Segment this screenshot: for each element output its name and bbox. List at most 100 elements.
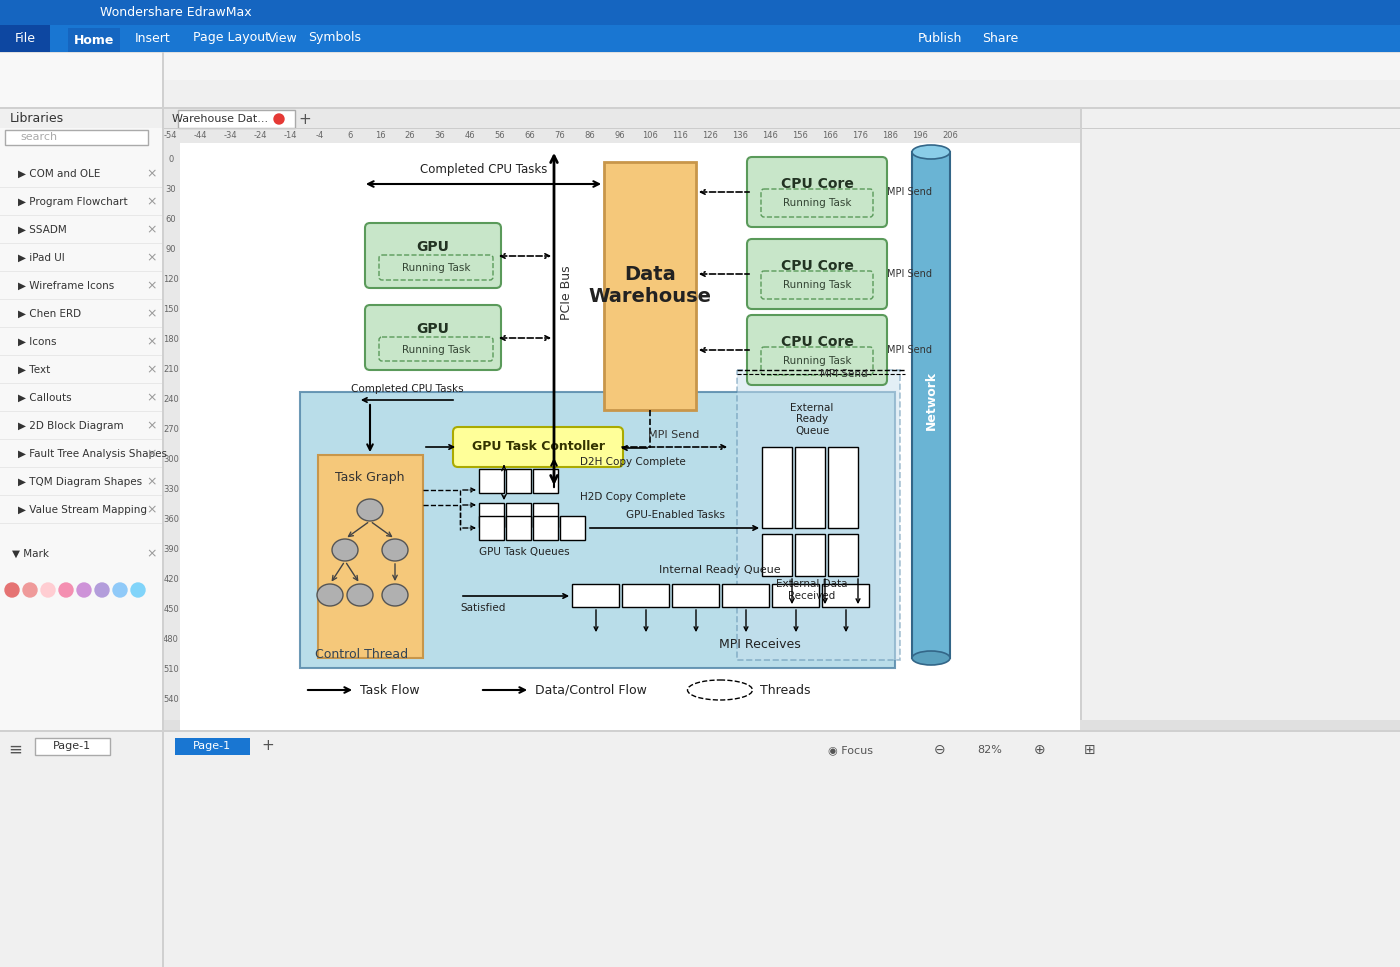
Text: CPU Core: CPU Core <box>781 335 854 349</box>
Bar <box>736 370 900 660</box>
Bar <box>0 52 1400 53</box>
Bar <box>0 730 1400 732</box>
Bar <box>0 215 162 216</box>
Text: GPU: GPU <box>417 322 449 336</box>
Text: 150: 150 <box>164 306 179 314</box>
Bar <box>762 447 792 528</box>
Text: Insert: Insert <box>134 32 171 44</box>
Text: Task Flow: Task Flow <box>360 684 420 696</box>
Bar <box>0 356 162 383</box>
Text: 330: 330 <box>162 485 179 494</box>
Bar <box>0 440 162 467</box>
Text: 450: 450 <box>164 605 179 614</box>
Text: ▶ TQM Diagram Shapes: ▶ TQM Diagram Shapes <box>18 477 143 487</box>
Ellipse shape <box>316 584 343 606</box>
Bar <box>0 495 162 496</box>
FancyBboxPatch shape <box>748 315 888 385</box>
FancyBboxPatch shape <box>762 347 874 375</box>
Text: ▼ Mark: ▼ Mark <box>13 549 49 559</box>
Text: -44: -44 <box>193 131 207 139</box>
Bar <box>0 299 162 300</box>
Text: 120: 120 <box>164 276 179 284</box>
Bar <box>0 439 162 440</box>
Circle shape <box>59 583 73 597</box>
Text: Completed CPU Tasks: Completed CPU Tasks <box>420 163 547 176</box>
Text: 540: 540 <box>164 695 179 705</box>
Bar <box>162 108 1400 128</box>
Text: ≡: ≡ <box>8 741 22 759</box>
Text: MPI Send: MPI Send <box>888 187 932 197</box>
Text: ×: × <box>147 547 157 561</box>
Bar <box>762 534 792 576</box>
Circle shape <box>77 583 91 597</box>
Bar <box>479 503 504 527</box>
Text: ×: × <box>147 308 157 320</box>
Text: 96: 96 <box>615 131 626 139</box>
Text: Control Thread: Control Thread <box>315 649 409 661</box>
Text: Home: Home <box>74 34 115 46</box>
Text: 360: 360 <box>162 515 179 524</box>
Bar <box>0 107 1400 109</box>
Bar <box>318 455 423 658</box>
Text: D2H Copy Complete: D2H Copy Complete <box>580 457 686 467</box>
Bar <box>0 80 1400 108</box>
Text: -14: -14 <box>283 131 297 139</box>
Circle shape <box>6 583 20 597</box>
Text: Share: Share <box>981 32 1018 44</box>
Text: 196: 196 <box>911 131 928 139</box>
Bar <box>162 52 164 967</box>
Bar <box>0 327 162 328</box>
Text: ×: × <box>147 251 157 265</box>
Text: ×: × <box>147 223 157 237</box>
Bar <box>0 160 162 187</box>
Text: PCIe Bus: PCIe Bus <box>560 265 573 320</box>
Ellipse shape <box>911 651 951 665</box>
Text: 176: 176 <box>853 131 868 139</box>
FancyBboxPatch shape <box>365 223 501 288</box>
Bar <box>672 584 720 607</box>
Bar <box>0 0 1400 25</box>
Text: ⊖: ⊖ <box>934 743 946 757</box>
Bar <box>0 383 162 384</box>
Text: 480: 480 <box>162 635 179 644</box>
Text: -24: -24 <box>253 131 267 139</box>
Bar <box>479 469 504 493</box>
Text: 146: 146 <box>762 131 778 139</box>
Ellipse shape <box>347 584 372 606</box>
Text: 420: 420 <box>164 575 179 584</box>
Bar <box>0 384 162 411</box>
Bar <box>0 25 1400 52</box>
Bar <box>6 130 148 145</box>
Bar <box>533 503 559 527</box>
FancyBboxPatch shape <box>379 255 493 280</box>
Text: ×: × <box>147 167 157 181</box>
Text: 16: 16 <box>375 131 385 139</box>
Ellipse shape <box>332 539 358 561</box>
Text: Running Task: Running Task <box>783 356 851 366</box>
Circle shape <box>132 583 146 597</box>
Text: 206: 206 <box>942 131 958 139</box>
Bar <box>722 584 769 607</box>
Text: CPU Core: CPU Core <box>781 259 854 273</box>
Text: Publish: Publish <box>918 32 962 44</box>
Text: +: + <box>298 111 311 127</box>
Text: Data
Warehouse: Data Warehouse <box>588 266 711 307</box>
Text: Internal Ready Queue: Internal Ready Queue <box>659 565 781 575</box>
Text: 270: 270 <box>162 425 179 434</box>
Text: ▶ iPad UI: ▶ iPad UI <box>18 253 64 263</box>
Bar <box>0 328 162 355</box>
Text: Libraries: Libraries <box>10 111 64 125</box>
Bar <box>0 216 162 243</box>
Bar <box>0 108 162 128</box>
FancyBboxPatch shape <box>454 427 623 467</box>
Bar <box>795 534 825 576</box>
Text: Page-1: Page-1 <box>53 741 91 751</box>
Text: ×: × <box>147 364 157 376</box>
Bar <box>69 28 120 52</box>
Text: Page-1: Page-1 <box>193 741 231 751</box>
Text: -34: -34 <box>223 131 237 139</box>
Text: 156: 156 <box>792 131 808 139</box>
FancyBboxPatch shape <box>379 337 493 361</box>
Bar <box>0 540 162 568</box>
FancyBboxPatch shape <box>748 157 888 227</box>
